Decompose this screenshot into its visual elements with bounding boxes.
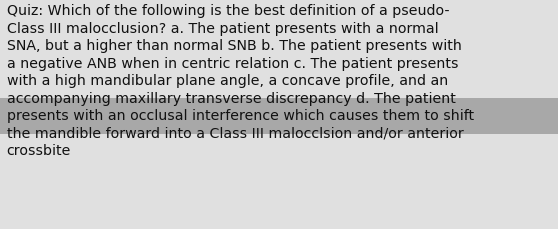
Text: Quiz: Which of the following is the best definition of a pseudo-
Class III maloc: Quiz: Which of the following is the best… <box>7 4 474 158</box>
Bar <box>0 98 558 134</box>
